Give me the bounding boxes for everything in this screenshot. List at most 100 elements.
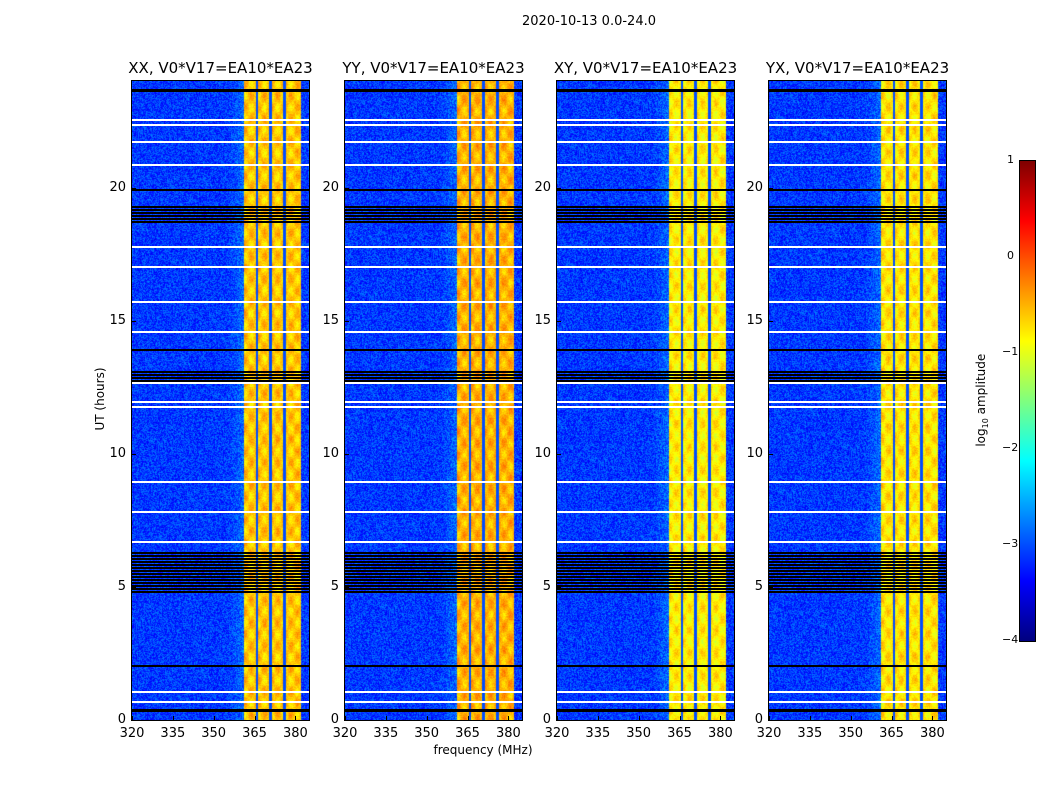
flagged-row [345, 690, 522, 693]
zero-data-row [345, 579, 522, 581]
y-tick-label: 15 [534, 312, 551, 328]
flagged-row [557, 401, 734, 404]
flagged-row [132, 401, 309, 404]
flagged-row [345, 405, 522, 408]
zero-data-row [769, 377, 946, 379]
x-tick-label: 320 [332, 726, 358, 741]
zero-data-row [345, 561, 522, 563]
zero-data-row [557, 576, 734, 578]
flagged-row [345, 701, 522, 704]
flagged-row [557, 163, 734, 166]
colorbar-tick-label: −3 [1002, 537, 1019, 550]
flagged-row [132, 510, 309, 513]
x-tick-mark [467, 716, 469, 720]
zero-data-row [345, 212, 522, 214]
zero-data-row [769, 585, 946, 587]
zero-data-row [769, 591, 946, 593]
zero-data-row [345, 564, 522, 566]
y-tick-label: 0 [117, 712, 126, 727]
zero-data-row [132, 377, 309, 379]
zero-data-row [132, 588, 309, 590]
panel-3: YX, V0*V17=EA10*EA23 320 335 350 365 380 0 5 10 1… [746, 59, 949, 741]
y-tick-mark [557, 720, 561, 721]
zero-data-row [345, 215, 522, 217]
y-tick-mark [345, 453, 349, 455]
panel-title: XX, V0*V17=EA10*EA23 [128, 59, 313, 77]
x-tick-mark [720, 716, 722, 720]
zero-data-row [132, 348, 309, 352]
zero-data-row [345, 588, 522, 590]
y-tick-mark [769, 320, 773, 322]
x-tick-label: 335 [585, 726, 611, 741]
zero-data-row [769, 221, 946, 223]
flagged-row [557, 266, 734, 269]
waterfall-heatmap [345, 81, 522, 720]
colorbar-label-sub: 10 [981, 418, 991, 429]
zero-data-row [132, 591, 309, 593]
zero-data-row [557, 215, 734, 217]
y-tick-label: 20 [322, 179, 339, 195]
zero-data-row [769, 209, 946, 211]
y-tick-mark [557, 320, 561, 322]
flagged-row [132, 541, 309, 544]
y-tick-label: 0 [542, 712, 551, 727]
zero-data-row [769, 215, 946, 217]
zero-data-row [557, 188, 734, 192]
x-tick-label: 380 [495, 726, 521, 741]
y-tick-label: 0 [330, 712, 339, 727]
flagged-row [557, 510, 734, 513]
flagged-row [557, 690, 734, 693]
zero-data-row [769, 573, 946, 575]
zero-data-row [345, 709, 522, 712]
zero-data-row [345, 567, 522, 569]
zero-data-row [345, 380, 522, 382]
zero-data-row [769, 371, 946, 373]
x-tick-mark [850, 716, 852, 720]
zero-data-row [345, 348, 522, 352]
flagged-row [769, 480, 946, 483]
x-axis-label: frequency (MHz) [433, 743, 533, 757]
zero-data-row [557, 561, 734, 563]
panel-0: XX, V0*V17=EA10*EA23 320 335 350 365 380 0 5 10 1… [109, 59, 312, 741]
flagged-row [132, 381, 309, 384]
flagged-row [557, 119, 734, 122]
y-tick-mark [557, 187, 561, 189]
zero-data-row [769, 218, 946, 220]
flagged-row [769, 163, 946, 166]
flagged-row [345, 541, 522, 544]
colorbar-label: log10 amplitude [974, 340, 990, 460]
zero-data-row [132, 579, 309, 581]
x-tick-label: 335 [160, 726, 186, 741]
zero-data-row [345, 573, 522, 575]
zero-data-row [557, 212, 734, 214]
y-tick-label: 5 [330, 578, 339, 594]
zero-data-row [345, 377, 522, 379]
zero-data-row [557, 206, 734, 208]
zero-data-row [557, 665, 734, 668]
zero-data-row [345, 218, 522, 220]
y-tick-label: 20 [746, 179, 763, 195]
flagged-row [557, 300, 734, 303]
zero-data-row [769, 374, 946, 376]
flagged-row [557, 381, 734, 384]
flagged-row [345, 266, 522, 269]
zero-data-row [557, 582, 734, 584]
y-tick-mark [769, 187, 773, 189]
zero-data-row [132, 709, 309, 712]
zero-data-row [345, 371, 522, 373]
flagged-row [345, 381, 522, 384]
flagged-row [769, 701, 946, 704]
flagged-row [769, 266, 946, 269]
colorbar-tick-label: −1 [1002, 345, 1019, 358]
zero-data-row [345, 591, 522, 593]
panel-1: YY, V0*V17=EA10*EA23 320 335 350 365 380 0 5 10 1… [322, 59, 524, 741]
flagged-row [557, 246, 734, 249]
colorbar-label-suffix: amplitude [973, 353, 988, 419]
flagged-row [132, 140, 309, 143]
flagged-row [132, 701, 309, 704]
x-tick-label: 320 [119, 726, 145, 741]
x-tick-mark [809, 716, 811, 720]
zero-data-row [132, 564, 309, 566]
waterfall-heatmap [557, 81, 734, 720]
zero-data-row [132, 374, 309, 376]
